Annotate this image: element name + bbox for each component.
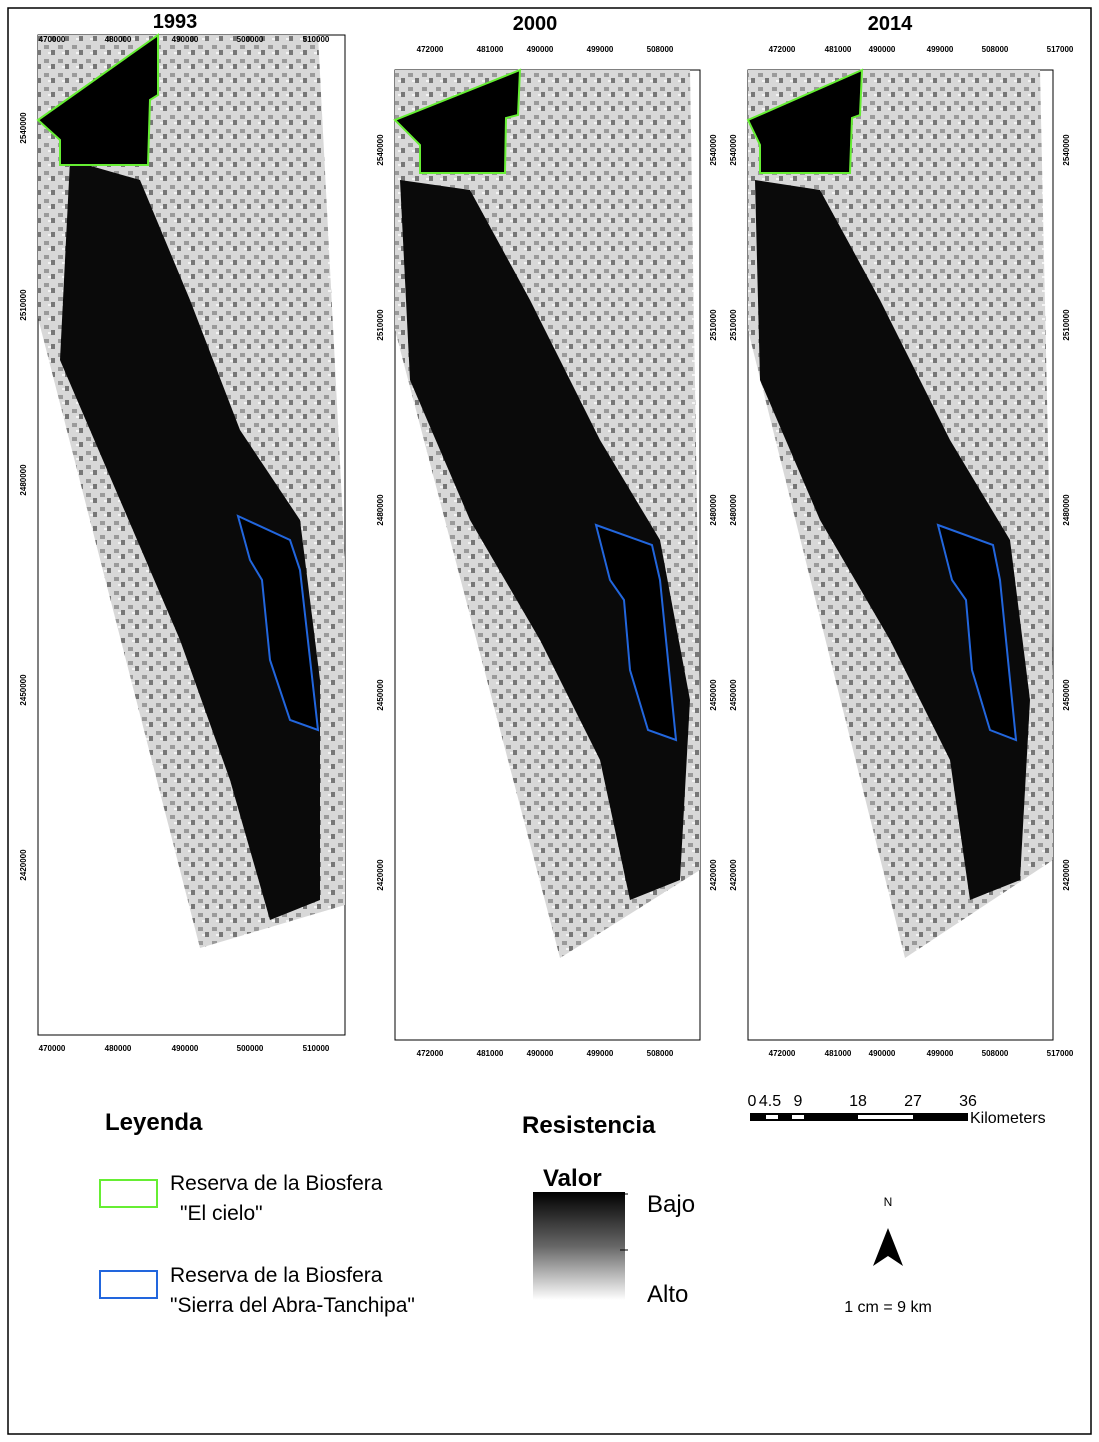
y-tick-label: 2480000 [729, 494, 738, 526]
x-tick-label: 508000 [982, 45, 1009, 54]
x-tick-label: 499000 [927, 45, 954, 54]
y-tick-label: 2420000 [729, 859, 738, 891]
x-tick-label: 470000 [39, 1044, 66, 1053]
legend-label: "Sierra del Abra-Tanchipa" [170, 1294, 415, 1317]
x-tick-label: 481000 [477, 1049, 504, 1058]
x-tick-label: 499000 [587, 45, 614, 54]
y-tick-label: 2510000 [19, 289, 28, 321]
x-tick-label: 472000 [417, 45, 444, 54]
north-label: N [884, 1195, 893, 1209]
scale-bar-segment [858, 1115, 913, 1119]
x-tick-label: 470000 [39, 35, 66, 44]
scale-tick-label: 0 [748, 1093, 757, 1110]
y-tick-label: 2540000 [709, 134, 718, 166]
y-tick-label: 2450000 [729, 679, 738, 711]
x-tick-label: 472000 [417, 1049, 444, 1058]
y-tick-label: 2450000 [19, 674, 28, 706]
y-tick-label: 2480000 [1062, 494, 1071, 526]
map-layout: 1993 470000 470000 480000 480000 490000 490000… [0, 0, 1099, 1442]
legend-label: "El cielo" [180, 1202, 263, 1225]
y-tick-label: 2420000 [709, 859, 718, 891]
x-tick-label: 499000 [927, 1049, 954, 1058]
x-tick-label: 490000 [172, 1044, 199, 1053]
x-tick-label: 490000 [527, 1049, 554, 1058]
y-tick-label: 2450000 [709, 679, 718, 711]
y-tick-label: 2510000 [1062, 309, 1071, 341]
resistance-ramp [533, 1192, 625, 1300]
y-tick-label: 2510000 [729, 309, 738, 341]
legend: Leyenda Reserva de la Biosfera "El cielo… [100, 1093, 1046, 1317]
scale-bar-segment [766, 1115, 778, 1119]
x-tick-label: 508000 [982, 1049, 1009, 1058]
y-tick-label: 2540000 [376, 134, 385, 166]
y-tick-label: 2420000 [19, 849, 28, 881]
map-title: 2014 [868, 13, 913, 35]
y-tick-label: 2420000 [1062, 859, 1071, 891]
y-tick-label: 2480000 [19, 464, 28, 496]
north-arrow [873, 1228, 903, 1266]
y-tick-label: 2510000 [376, 309, 385, 341]
y-tick-label: 2540000 [729, 134, 738, 166]
y-tick-label: 2450000 [1062, 679, 1071, 711]
x-tick-label: 508000 [647, 1049, 674, 1058]
x-tick-label: 510000 [303, 1044, 330, 1053]
map-title: 2000 [513, 13, 558, 35]
resistance-subtitle: Valor [543, 1165, 602, 1192]
map-title: 1993 [153, 11, 198, 33]
maps: 1993 470000 470000 480000 480000 490000 490000… [19, 11, 1074, 1058]
y-tick-label: 2480000 [709, 494, 718, 526]
scale-ratio: 1 cm = 9 km [844, 1299, 932, 1316]
x-tick-label: 500000 [237, 1044, 264, 1053]
x-tick-label: 481000 [825, 1049, 852, 1058]
scale-tick-label: 18 [849, 1093, 867, 1110]
scale-tick-label: 27 [904, 1093, 922, 1110]
y-tick-label: 2420000 [376, 859, 385, 891]
x-tick-label: 490000 [869, 1049, 896, 1058]
x-tick-label: 480000 [105, 1044, 132, 1053]
scale-tick-label: 36 [959, 1093, 977, 1110]
x-tick-label: 480000 [105, 35, 132, 44]
scale-bar-segment [792, 1115, 804, 1119]
ramp-label: Alto [647, 1281, 688, 1308]
y-tick-label: 2540000 [1062, 134, 1071, 166]
x-tick-label: 508000 [647, 45, 674, 54]
legend-label: Reserva de la Biosfera [170, 1264, 383, 1287]
x-tick-label: 490000 [869, 45, 896, 54]
x-tick-label: 472000 [769, 45, 796, 54]
resistance-title: Resistencia [522, 1112, 656, 1139]
x-tick-label: 481000 [477, 45, 504, 54]
y-tick-label: 2510000 [709, 309, 718, 341]
legend-swatch-green [100, 1180, 157, 1207]
legend-title: Leyenda [105, 1109, 203, 1136]
x-tick-label: 490000 [172, 35, 199, 44]
x-tick-label: 472000 [769, 1049, 796, 1058]
x-tick-label: 481000 [825, 45, 852, 54]
y-tick-label: 2480000 [376, 494, 385, 526]
legend-swatch-blue [100, 1271, 157, 1298]
scale-tick-label: 9 [794, 1093, 803, 1110]
ramp-label: Bajo [647, 1191, 695, 1218]
scale-tick-label: 4.5 [759, 1093, 781, 1110]
x-tick-label: 517000 [1047, 1049, 1074, 1058]
x-tick-label: 517000 [1047, 45, 1074, 54]
x-tick-label: 500000 [237, 35, 264, 44]
legend-label: Reserva de la Biosfera [170, 1172, 383, 1195]
y-tick-label: 2540000 [19, 112, 28, 144]
x-tick-label: 510000 [303, 35, 330, 44]
scale-unit: Kilometers [970, 1110, 1046, 1127]
x-tick-label: 499000 [587, 1049, 614, 1058]
y-tick-label: 2450000 [376, 679, 385, 711]
x-tick-label: 490000 [527, 45, 554, 54]
